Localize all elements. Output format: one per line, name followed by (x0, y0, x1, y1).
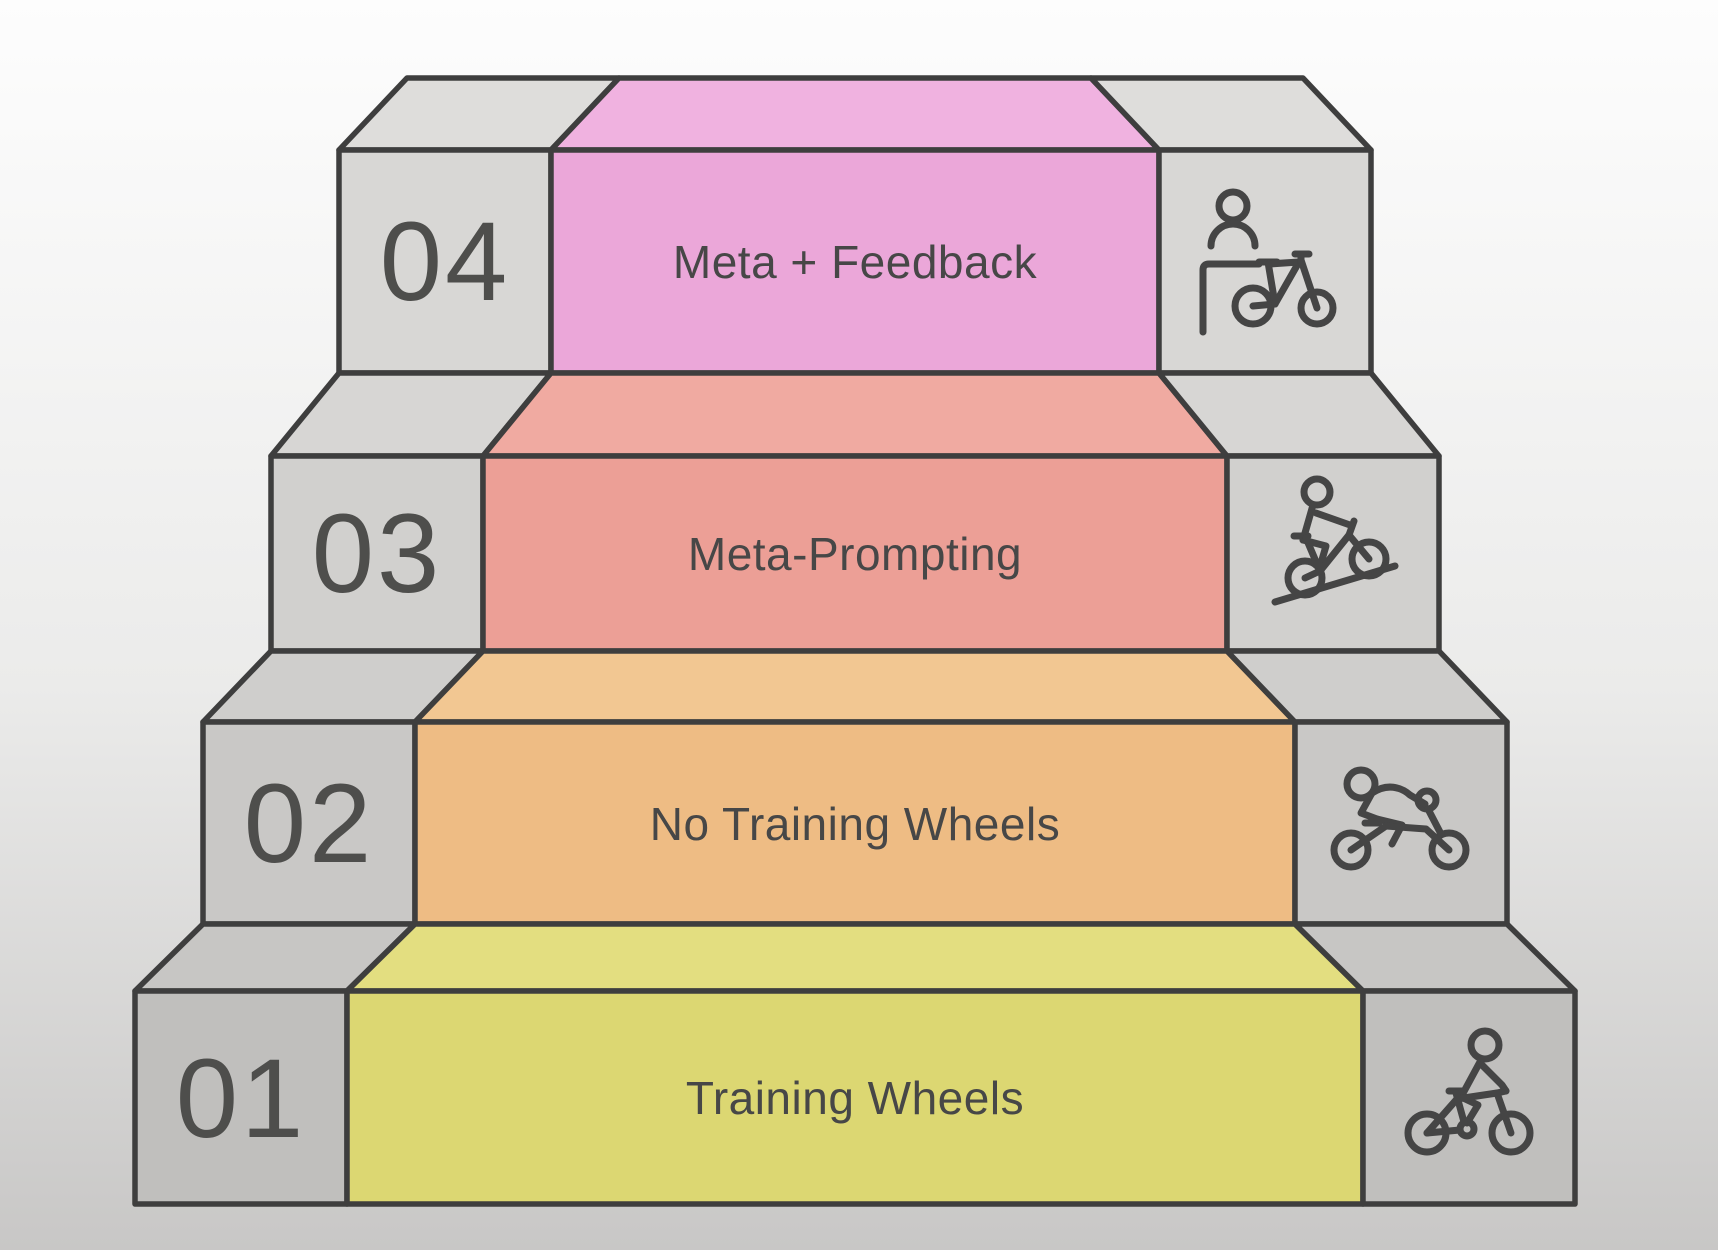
step-04: 04 Meta + Feedback (336, 75, 1374, 376)
step-02-panel (412, 719, 1298, 927)
cyclist-racing-tuck-icon (1330, 766, 1470, 871)
step-03-panel (480, 453, 1230, 654)
step-02: 02 No Training Wheels (200, 648, 1510, 927)
step-01-label: Training Wheels (686, 1072, 1024, 1124)
step-01-number: 01 (176, 1036, 307, 1161)
step-04-label: Meta + Feedback (673, 236, 1038, 288)
step-02-top-panel-face (412, 648, 1298, 725)
step-04-panel (548, 147, 1162, 376)
step-02-label: No Training Wheels (650, 798, 1060, 850)
step-04-number: 04 (380, 199, 511, 324)
step-03-label: Meta-Prompting (688, 528, 1022, 580)
step-01-number-box (132, 988, 350, 1207)
step-01-top-panel-face (344, 921, 1366, 994)
step-01-panel (344, 988, 1366, 1207)
step-01: 01 Training Wheels (132, 921, 1578, 1207)
cyclist-uphill-icon (1271, 475, 1399, 606)
person-with-bicycle-icon (1199, 188, 1337, 336)
step-03-number: 03 (312, 491, 443, 616)
step-03: 03 Meta-Prompting (268, 370, 1442, 654)
cyclist-riding-icon (1404, 1027, 1534, 1156)
step-04-top-panel-face (548, 75, 1162, 153)
step-02-number: 02 (244, 761, 375, 886)
step-03-top-panel-face (480, 370, 1230, 459)
